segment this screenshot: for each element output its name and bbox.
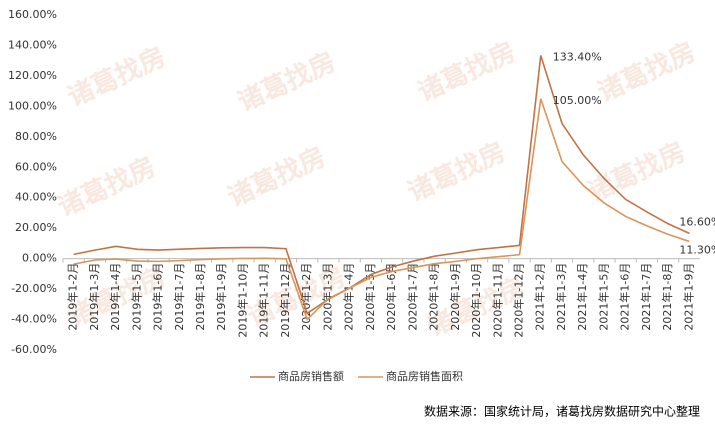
x-tick-label: 2020年1-4月 — [342, 263, 356, 331]
y-tick-label: 80.00% — [15, 130, 57, 143]
x-tick-label: 2021年1-7月 — [639, 263, 653, 331]
y-tick-label: 160.00% — [8, 8, 57, 21]
y-tick-label: -60.00% — [11, 343, 57, 356]
x-tick-label: 2020年1-6月 — [384, 263, 398, 331]
y-tick-label: 100.00% — [8, 99, 57, 112]
x-tick-label: 2020年1-3月 — [320, 263, 334, 331]
watermark: 诸葛找房 — [413, 37, 520, 108]
y-tick-label: 120.00% — [8, 69, 57, 82]
watermark: 诸葛找房 — [233, 47, 340, 118]
y-tick-label: -40.00% — [11, 313, 57, 326]
x-tick-label: 2019年1-9月 — [214, 263, 228, 331]
legend-label: 商品房销售面积 — [386, 369, 463, 383]
watermark: 诸葛找房 — [403, 137, 510, 208]
x-tick-label: 2020年1-8月 — [427, 263, 441, 331]
x-tick-label: 2019年1-5月 — [129, 263, 143, 331]
data-label: 16.60% — [679, 215, 715, 228]
series-line — [73, 55, 690, 315]
x-tick-label: 2021年1-2月 — [533, 263, 547, 331]
watermark: 诸葛找房 — [223, 142, 330, 213]
x-tick-label: 2019年1-4月 — [108, 263, 122, 331]
y-tick-label: 140.00% — [8, 38, 57, 51]
x-tick-label: 2020年1-11月 — [490, 263, 504, 338]
y-tick-label: 40.00% — [15, 191, 57, 204]
x-tick-label: 2019年1-3月 — [87, 263, 101, 331]
x-tick-label: 2020年1-10月 — [469, 263, 483, 338]
x-tick-label: 2021年1-5月 — [596, 263, 610, 331]
x-tick-label: 2021年1-8月 — [660, 263, 674, 331]
x-tick-label: 2020年1-7月 — [405, 263, 419, 331]
data-label: 11.30% — [679, 243, 715, 256]
watermark: 诸葛找房 — [63, 42, 170, 113]
series-line — [73, 98, 690, 321]
source-note: 数据来源：国家统计局，诸葛找房数据研究中心整理 — [424, 404, 700, 419]
x-tick-label: 2019年1-10月 — [235, 263, 249, 338]
legend-label: 商品房销售额 — [278, 369, 344, 383]
x-tick-label: 2019年1-7月 — [172, 263, 186, 331]
x-tick-label: 2019年1-2月 — [66, 263, 80, 331]
y-tick-label: 60.00% — [15, 160, 57, 173]
x-tick-label: 2020年1-2月 — [299, 263, 313, 331]
x-tick-label: 2021年1-3月 — [554, 263, 568, 331]
y-tick-label: -20.00% — [11, 282, 57, 295]
y-tick-label: 0.00% — [22, 252, 57, 265]
x-tick-label: 2019年1-8月 — [193, 263, 207, 331]
x-tick-label: 2019年1-12月 — [278, 263, 292, 338]
x-tick-label: 2021年1-9月 — [681, 263, 695, 331]
data-label: 133.40% — [553, 51, 602, 64]
x-tick-label: 2019年1-6月 — [151, 263, 165, 331]
x-tick-label: 2021年1-4月 — [575, 263, 589, 331]
data-label: 105.00% — [553, 94, 602, 107]
x-tick-label: 2019年1-11月 — [257, 263, 271, 338]
x-tick-label: 2020年1-9月 — [448, 263, 462, 331]
watermark: 诸葛找房 — [53, 152, 160, 223]
x-tick-label: 2021年1-6月 — [618, 263, 632, 331]
x-tick-label: 2020年1-12月 — [512, 263, 526, 338]
y-tick-label: 20.00% — [15, 221, 57, 234]
watermark: 诸葛找房 — [593, 37, 700, 108]
